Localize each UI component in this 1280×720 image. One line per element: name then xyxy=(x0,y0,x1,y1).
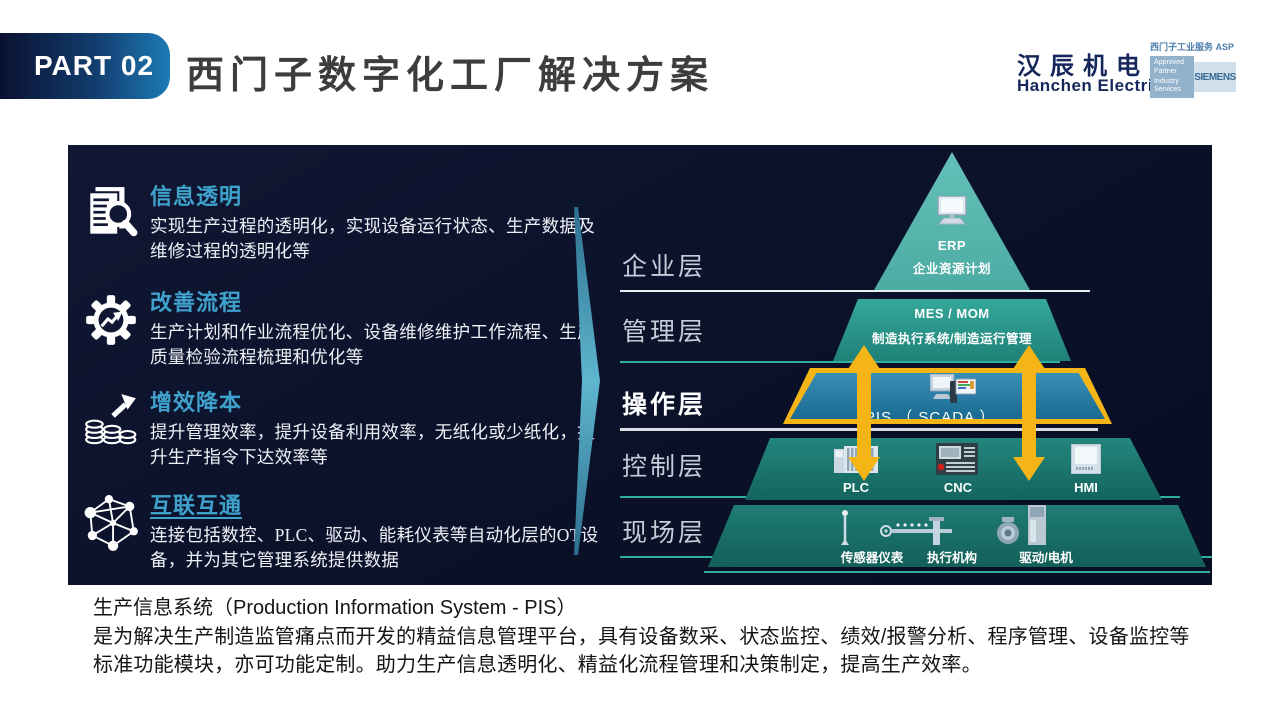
control-item-label: PLC xyxy=(843,480,869,495)
pyramid-level-control: PLC CNC xyxy=(745,438,1162,500)
footer-text: 生产信息系统（Production Information System - P… xyxy=(93,594,1197,679)
down-arrow-icon xyxy=(1013,417,1045,486)
layer-label-management: 管理层 xyxy=(622,319,707,346)
partner-badge-title: 西门子工业服务 ASP xyxy=(1150,42,1235,52)
drive-motor-icon xyxy=(992,505,1054,552)
benefit-desc: 连接包括数控、PLC、驱动、能耗仪表等自动化层的OT设备，并为其它管理系统提供数… xyxy=(150,525,599,570)
system-desc: 制造执行系统/制造运行管理 xyxy=(872,332,1032,346)
system-desc: 企业资源计划 xyxy=(912,262,991,276)
control-item-label: HMI xyxy=(1074,480,1098,495)
computer-icon xyxy=(934,195,970,231)
layer-label-enterprise: 企业层 xyxy=(622,254,707,281)
field-item-label: 驱动/电机 xyxy=(1019,551,1073,565)
layer-divider-line xyxy=(620,290,1090,292)
benefit-desc: 实现生产过程的透明化，实现设备运行状态、生产数据及维修过程的透明化等 xyxy=(150,216,595,261)
company-logo-en: Hanchen Electric xyxy=(1017,76,1163,95)
benefit-title: 互联互通 xyxy=(150,493,243,518)
layer-label-field: 现场层 xyxy=(622,520,707,547)
benefit-item-process-improvement: 改善流程 生产计划和作业流程优化、设备维修维护工作流程、生产质量检验流程梳理和优… xyxy=(82,285,627,370)
siemens-partner-badge: 西门子工业服务 ASP Approved Partner Industry Se… xyxy=(1150,40,1236,98)
benefit-title: 改善流程 xyxy=(150,290,243,315)
pis-description-line: 是为解决生产制造监管痛点而开发的精益信息管理平台，具有设备数采、状态监控、绩效/… xyxy=(93,626,1190,676)
layer-divider-line xyxy=(620,361,1060,363)
siemens-logo: SIEMENS xyxy=(1194,62,1236,92)
up-arrow-icon xyxy=(848,345,880,428)
benefit-desc: 生产计划和作业流程优化、设备维修维护工作流程、生产质量检验流程梳理和优化等 xyxy=(150,322,595,367)
benefit-item-efficiency-cost: 增效降本 提升管理效率，提升设备利用效率，无纸化或少纸化，提升生产指令下达效率等 xyxy=(82,385,627,470)
cnc-icon xyxy=(936,443,978,480)
coins-arrow-icon xyxy=(82,391,140,449)
scada-workstation-icon xyxy=(929,373,977,411)
field-item-label: 执行机构 xyxy=(926,551,977,565)
page-title: 西门子数字化工厂解决方案 xyxy=(186,55,715,97)
sensor-icon xyxy=(839,509,851,552)
layer-label-operation: 操作层 xyxy=(622,392,707,419)
pyramid-level-field: 传感器仪表 执行机构 xyxy=(708,505,1206,567)
system-name: MES / MOM xyxy=(914,306,990,321)
actuator-icon xyxy=(878,517,958,552)
main-panel: 信息透明 实现生产过程的透明化，实现设备运行状态、生产数据及维修过程的透明化等 xyxy=(68,145,1212,585)
benefit-desc: 提升管理效率，提升设备利用效率，无纸化或少纸化，提升生产指令下达效率等 xyxy=(150,422,595,467)
benefit-item-information-transparency: 信息透明 实现生产过程的透明化，实现设备运行状态、生产数据及维修过程的透明化等 xyxy=(82,179,627,264)
benefit-title: 增效降本 xyxy=(150,390,243,415)
part-badge: PART 02 xyxy=(0,33,170,99)
pis-definition-line: 生产信息系统（Production Information System - P… xyxy=(93,597,577,619)
benefit-title: 信息透明 xyxy=(150,184,243,209)
layer-divider-line xyxy=(704,571,1210,573)
field-item-label: 传感器仪表 xyxy=(840,551,904,565)
pyramid-level-pis-highlight: PIS （ SCADA ） xyxy=(783,368,1112,424)
down-arrow-icon xyxy=(848,417,880,486)
benefit-item-interconnection: 互联互通 连接包括数控、PLC、驱动、能耗仪表等自动化层的OT设备，并为其它管理… xyxy=(82,488,627,573)
hmi-icon xyxy=(1070,443,1102,479)
network-icon xyxy=(82,494,140,552)
part-badge-label: PART 02 xyxy=(33,50,155,81)
company-logo-zh: 汉辰机电 xyxy=(1017,53,1149,80)
system-name: PIS （ SCADA ） xyxy=(864,409,996,426)
document-search-icon xyxy=(82,185,140,243)
control-item-label: CNC xyxy=(943,480,973,495)
approved-partner-box: Approved Partner Industry Services xyxy=(1150,56,1194,98)
pyramid-level-erp: ERP 企业资源计划 xyxy=(874,152,1030,290)
divider-sliver-shape xyxy=(574,207,600,560)
gear-trend-icon xyxy=(82,291,140,349)
up-arrow-icon xyxy=(1013,345,1045,428)
layer-label-control: 控制层 xyxy=(622,454,707,481)
system-name: ERP xyxy=(937,238,967,253)
